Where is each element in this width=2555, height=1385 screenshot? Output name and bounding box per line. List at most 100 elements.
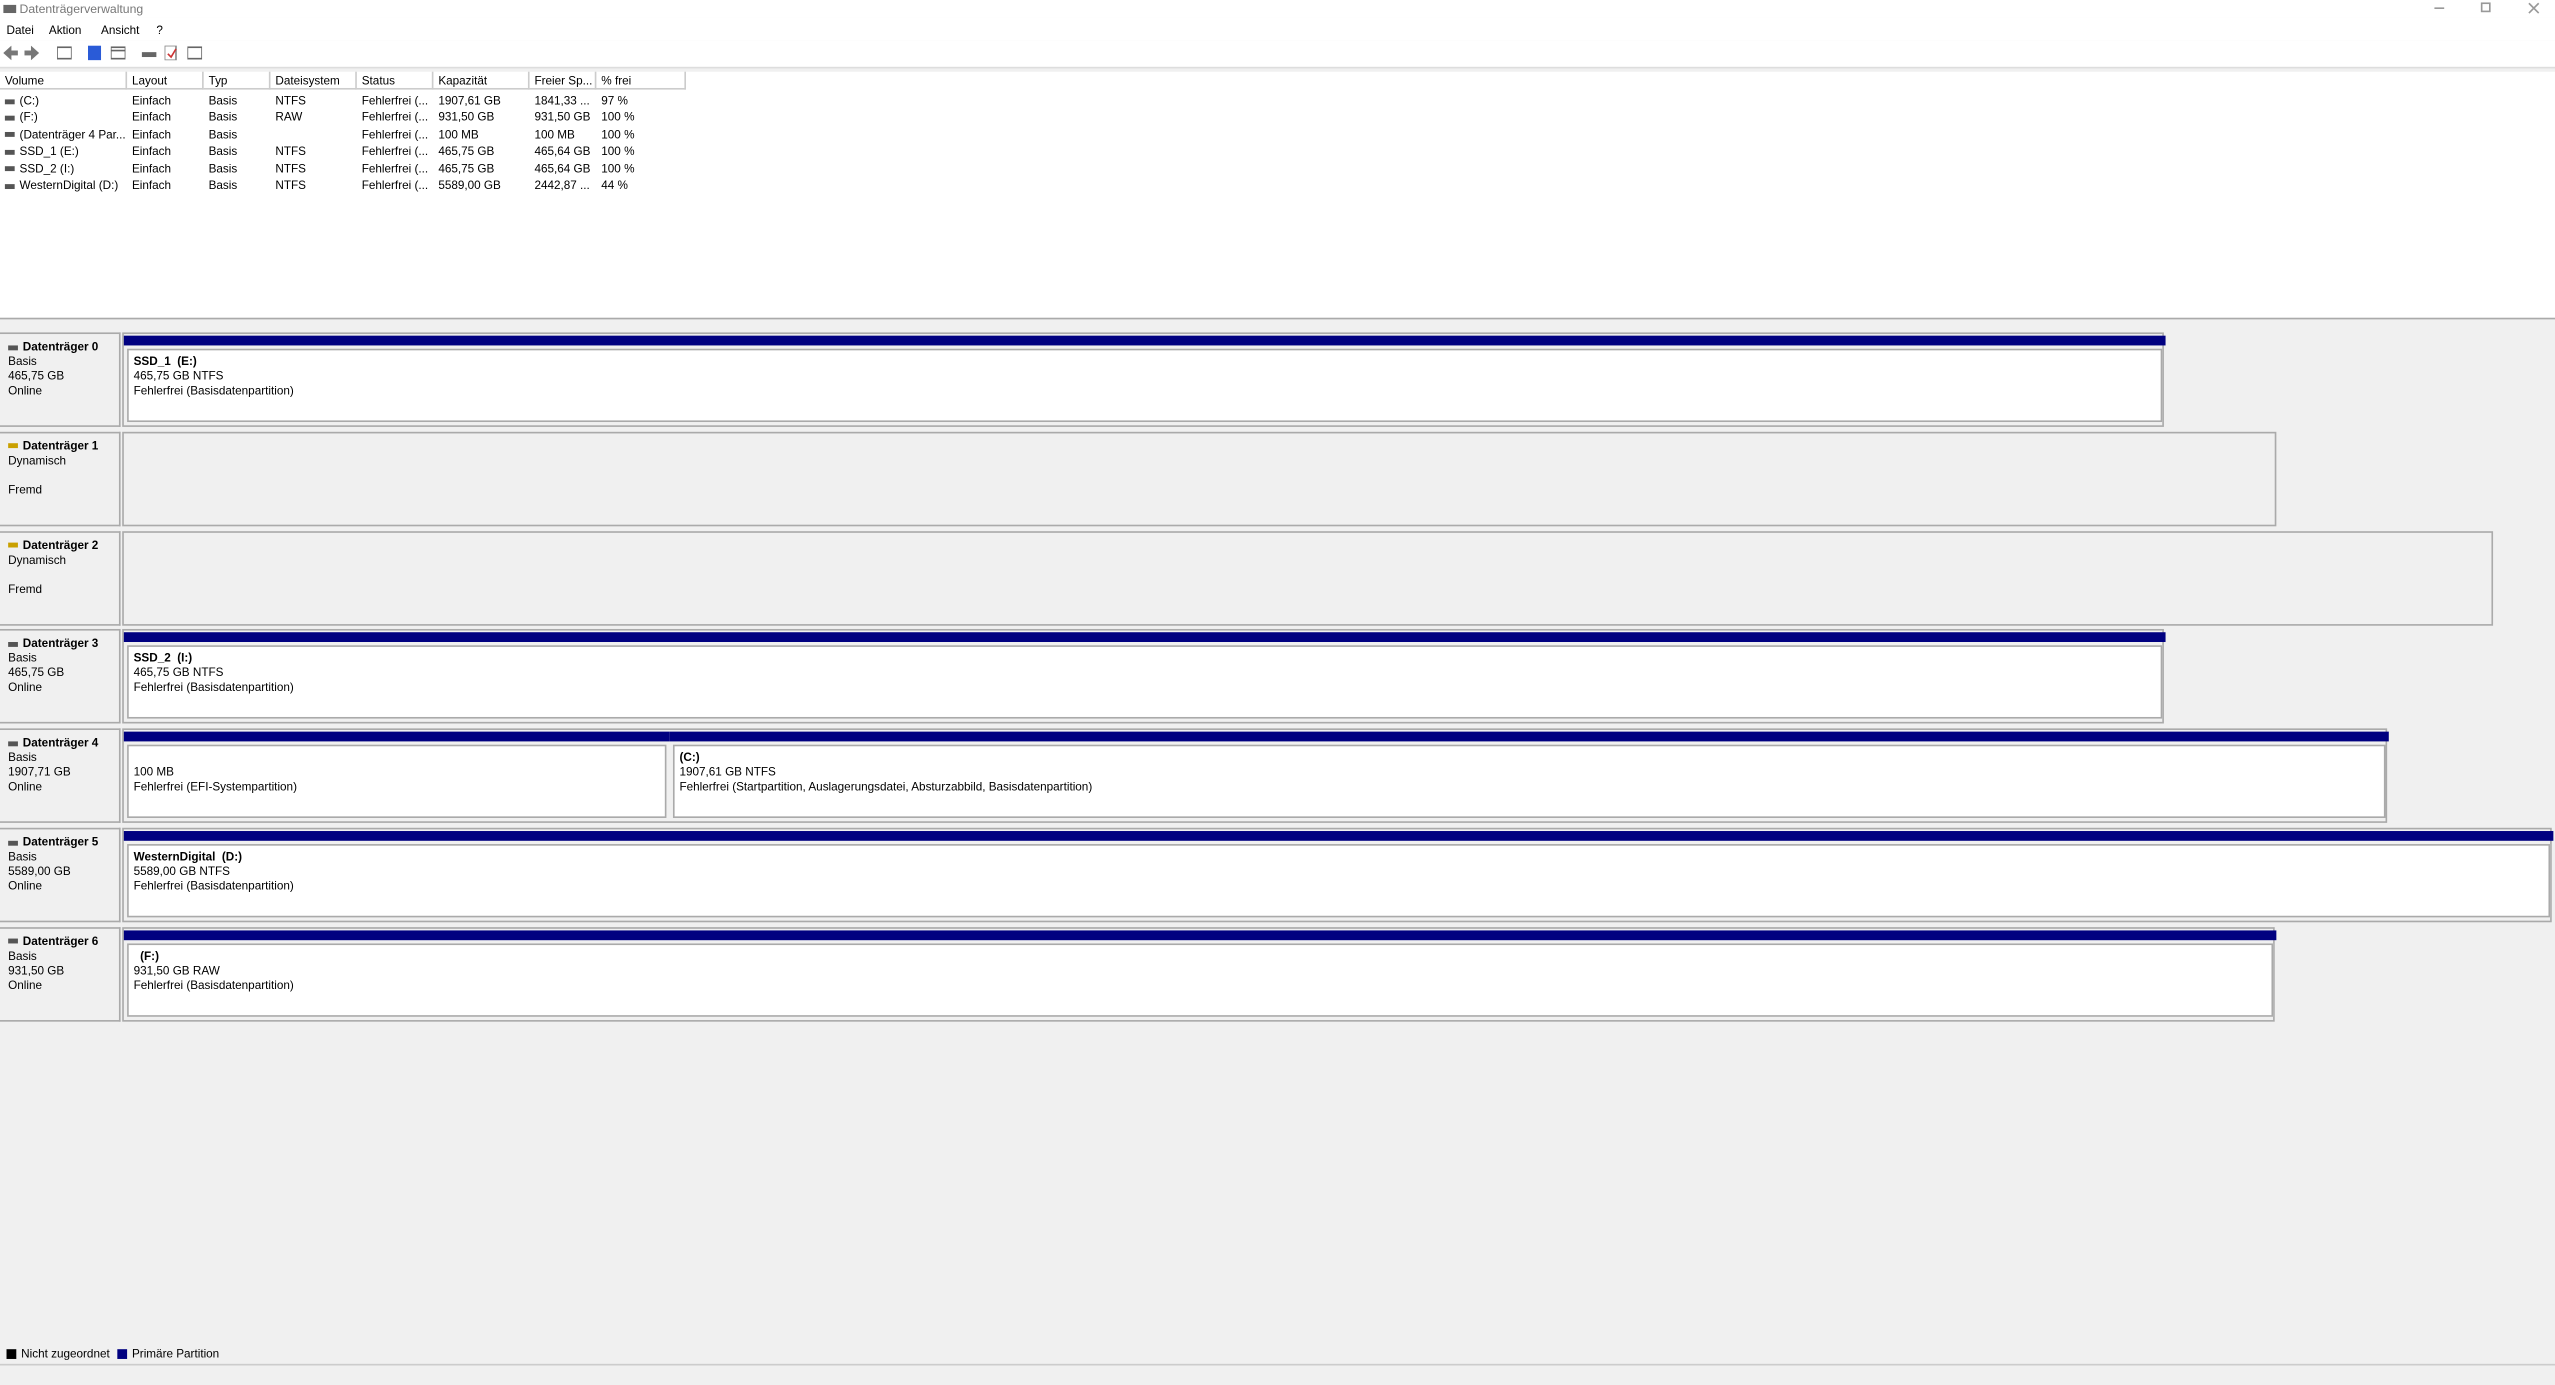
partition[interactable]: WesternDigital (D:) 5589,00 GB NTFS Fehler…	[123, 829, 2554, 920]
column-header[interactable]: Freier Sp...	[529, 71, 597, 90]
partition[interactable]: (F:) 931,50 GB RAW Fehlerfrei (Basisdatenp…	[123, 928, 2277, 1019]
view-button[interactable]	[110, 46, 126, 61]
disk-area: WesternDigital (D:) 5589,00 GB NTFS Fehler…	[122, 827, 2554, 923]
partition-bar	[123, 831, 2554, 841]
cell-text: Fehlerfrei (...	[361, 92, 429, 108]
disk-label[interactable]: Datenträger 1 Dynamisch Fremd	[0, 431, 121, 526]
drive-icon	[4, 183, 15, 189]
cell-text: (F:)	[19, 109, 38, 125]
column-header[interactable]: Status	[356, 71, 434, 90]
disk-label[interactable]: Datenträger 0 Basis 465,75 GB Online	[0, 332, 121, 427]
window-controls[interactable]	[2428, 0, 2555, 18]
column-header[interactable]: Volume	[0, 71, 128, 90]
back-button[interactable]	[3, 45, 18, 61]
connect-button[interactable]	[141, 46, 157, 61]
cell: Fehlerfrei (...	[357, 144, 434, 160]
cell: NTFS	[270, 161, 356, 177]
forward-button[interactable]	[24, 45, 40, 61]
partition-size: 100 MB	[133, 764, 174, 780]
partition[interactable]: SSD_2 (I:) 465,75 GB NTFS Fehlerfrei (Basi…	[123, 631, 2166, 722]
cell: Einfach	[127, 144, 204, 160]
cell[interactable]: SSD_2 (I:)	[0, 161, 127, 177]
cell[interactable]: SSD_1 (E:)	[0, 144, 127, 160]
partition[interactable]: (C:) 1907,61 GB NTFS Fehlerfrei (Startpart…	[669, 730, 2389, 821]
partition-box: SSD_1 (E:) 465,75 GB NTFS Fehlerfrei (Basi…	[127, 348, 2163, 423]
cell[interactable]: WesternDigital (D:)	[0, 178, 127, 194]
column-header[interactable]: Layout	[127, 71, 204, 90]
status-bar	[0, 1363, 2555, 1385]
disk-label[interactable]: Datenträger 5 Basis 5589,00 GB Online	[0, 827, 121, 923]
cell: 100 %	[596, 161, 686, 177]
check-button[interactable]	[164, 45, 180, 61]
cell: 100 MB	[530, 127, 597, 143]
disk-status: Fremd	[8, 481, 43, 497]
cell-text: Basis	[208, 109, 238, 125]
cell-text: Basis	[208, 126, 238, 142]
disk-area: SSD_2 (I:) 465,75 GB NTFS Fehlerfrei (Basi…	[122, 629, 2166, 725]
disk-label[interactable]: Datenträger 2 Dynamisch Fremd	[0, 530, 121, 626]
cell: Basis	[204, 93, 271, 109]
disk-icon	[8, 641, 18, 647]
menu-item[interactable]: Ansicht	[101, 22, 140, 38]
cell: Basis	[204, 161, 271, 177]
title-bar: Datenträgerverwaltung	[0, 0, 2555, 18]
disk-label[interactable]: Datenträger 4 Basis 1907,71 GB Online	[0, 728, 121, 824]
cell: 465,64 GB	[530, 161, 597, 177]
partition-bar	[123, 335, 2166, 346]
disk-label[interactable]: Datenträger 3 Basis 465,75 GB Online	[0, 629, 121, 725]
cell-text: Einfach	[131, 126, 172, 142]
disk-status: Online	[8, 680, 43, 695]
drive-icon	[4, 132, 15, 138]
disk-label[interactable]: Datenträger 6 Basis 931,50 GB Online	[0, 926, 121, 1022]
partition-bar	[123, 930, 2277, 940]
disk-name-text: Datenträger 3	[22, 636, 99, 651]
help-button[interactable]	[87, 45, 103, 61]
cell-text: 465,75 GB	[438, 160, 495, 176]
cell: Fehlerfrei (...	[357, 127, 434, 143]
cell-text: NTFS	[275, 92, 306, 108]
column-header[interactable]: Typ	[203, 71, 271, 90]
disk-status: Online	[8, 382, 43, 398]
cell-text: 465,64 GB	[534, 143, 591, 159]
disk-status: Fremd	[8, 581, 43, 596]
cell-text: Basis	[208, 92, 238, 108]
legend-label: Primäre Partition	[131, 1345, 220, 1361]
cell: 97 %	[596, 93, 686, 109]
cell-text: NTFS	[275, 143, 306, 159]
partition-status: Fehlerfrei (Startpartition, Auslagerungs…	[679, 779, 1093, 794]
disk-area: 100 MB Fehlerfrei (EFI-Systempartition) (C…	[122, 728, 2389, 824]
disk-size: 5589,00 GB	[8, 863, 71, 879]
app-icon	[3, 4, 17, 14]
window-title: Datenträgerverwaltung	[19, 1, 144, 17]
cell-text: Einfach	[131, 177, 172, 193]
console-button[interactable]	[57, 46, 72, 61]
column-header[interactable]: Kapazität	[433, 71, 530, 90]
partition-size: 465,75 GB NTFS	[133, 368, 224, 383]
partition-box: (C:) 1907,61 GB NTFS Fehlerfrei (Startpart…	[672, 744, 2386, 819]
splitter[interactable]	[0, 317, 2555, 325]
menu-item[interactable]: Datei	[6, 22, 34, 38]
menu-item[interactable]: ?	[156, 22, 163, 38]
partition[interactable]: 100 MB Fehlerfrei (EFI-Systempartition)	[123, 730, 670, 821]
cell[interactable]: (C:)	[0, 93, 127, 109]
disk-name: Datenträger 0	[8, 339, 98, 354]
disk-type: Basis	[8, 948, 37, 963]
cell-text: 931,50 GB	[534, 109, 591, 125]
column-header[interactable]: Dateisystem	[270, 71, 357, 90]
column-header[interactable]: % frei	[596, 71, 687, 90]
disk-size: 465,75 GB	[8, 368, 65, 383]
partition[interactable]: SSD_1 (E:) 465,75 GB NTFS Fehlerfrei (Basi…	[123, 334, 2166, 425]
partition-status: Fehlerfrei (Basisdatenpartition)	[133, 977, 294, 993]
properties-button[interactable]	[187, 46, 203, 61]
cell[interactable]: (Datenträger 4 Par...	[0, 127, 127, 143]
menu-item[interactable]: Aktion	[48, 22, 82, 38]
partition-size: 465,75 GB NTFS	[133, 665, 224, 681]
cell: Basis	[204, 178, 271, 194]
cell: 2442,87 ...	[530, 178, 597, 194]
disk-size: 465,75 GB	[8, 665, 65, 681]
legend-item: Nicht zugeordnet	[6, 1346, 110, 1361]
cell-text: Basis	[208, 160, 238, 176]
cell[interactable]: (F:)	[0, 110, 127, 126]
cell: NTFS	[270, 178, 356, 194]
cell-text: Fehlerfrei (...	[361, 109, 429, 125]
